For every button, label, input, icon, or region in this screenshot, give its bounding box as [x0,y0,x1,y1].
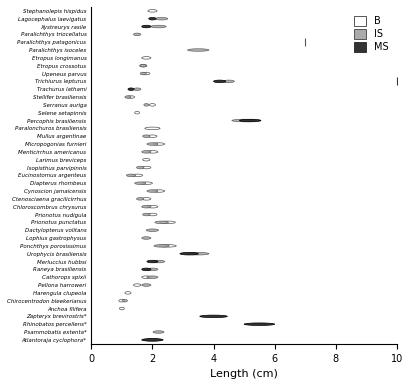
Ellipse shape [148,135,157,137]
Ellipse shape [142,268,151,271]
Ellipse shape [213,80,225,83]
Ellipse shape [155,221,168,223]
Ellipse shape [146,151,157,153]
Ellipse shape [148,17,156,20]
X-axis label: Length (cm): Length (cm) [210,369,277,379]
Ellipse shape [143,339,161,341]
Ellipse shape [223,80,234,83]
Ellipse shape [187,49,209,51]
Ellipse shape [128,88,134,90]
Ellipse shape [243,323,274,325]
Ellipse shape [119,307,124,310]
Ellipse shape [146,143,157,145]
Ellipse shape [133,33,140,36]
Ellipse shape [148,10,157,12]
Ellipse shape [119,300,125,302]
Ellipse shape [142,135,150,137]
Ellipse shape [146,260,157,263]
Legend: B, IS, MS: B, IS, MS [349,12,391,56]
Ellipse shape [159,245,176,247]
Ellipse shape [151,25,166,28]
Ellipse shape [131,174,142,177]
Ellipse shape [146,190,157,192]
Ellipse shape [142,339,163,341]
Ellipse shape [142,166,151,169]
Ellipse shape [149,103,155,106]
Ellipse shape [135,112,139,114]
Ellipse shape [125,96,131,98]
Ellipse shape [125,291,131,294]
Ellipse shape [136,198,144,200]
Ellipse shape [231,119,256,122]
Ellipse shape [126,174,135,177]
Ellipse shape [139,64,146,67]
Ellipse shape [140,72,146,75]
Ellipse shape [144,127,160,130]
Ellipse shape [146,276,157,278]
Ellipse shape [152,190,164,192]
Ellipse shape [142,151,151,153]
Ellipse shape [140,182,152,185]
Ellipse shape [127,96,135,98]
Ellipse shape [144,103,148,106]
Ellipse shape [187,252,209,255]
Ellipse shape [146,205,157,208]
Ellipse shape [154,245,169,247]
Ellipse shape [133,88,140,90]
Ellipse shape [160,221,175,223]
Ellipse shape [142,158,150,161]
Ellipse shape [142,213,150,216]
Ellipse shape [142,284,151,286]
Ellipse shape [135,182,145,185]
Ellipse shape [122,300,127,302]
Ellipse shape [136,166,144,169]
Ellipse shape [133,284,140,286]
Ellipse shape [152,143,164,145]
Ellipse shape [142,205,151,208]
Ellipse shape [142,276,151,278]
Ellipse shape [142,198,151,200]
Ellipse shape [152,260,164,263]
Ellipse shape [142,237,151,239]
Ellipse shape [180,252,198,255]
Ellipse shape [153,331,164,333]
Ellipse shape [140,64,146,67]
Ellipse shape [146,229,158,232]
Ellipse shape [148,213,157,216]
Ellipse shape [155,17,167,20]
Ellipse shape [142,72,150,75]
Ellipse shape [239,119,260,122]
Ellipse shape [146,268,157,271]
Ellipse shape [142,25,151,28]
Ellipse shape [142,57,151,59]
Ellipse shape [199,315,227,318]
